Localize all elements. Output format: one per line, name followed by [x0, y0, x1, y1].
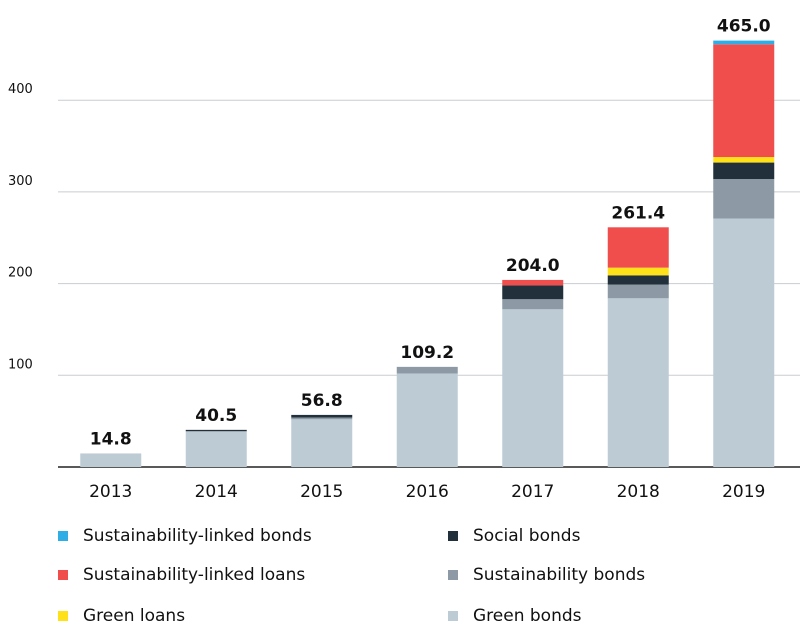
total-label: 14.8 — [90, 429, 132, 449]
x-tick-label: 2017 — [511, 482, 554, 502]
legend-swatch — [448, 570, 458, 580]
legend-item: Sustainability-linked loans — [58, 560, 305, 590]
legend-item: Green bonds — [448, 601, 582, 631]
bar-segment — [713, 179, 775, 219]
legend-label: Green loans — [83, 606, 186, 626]
total-label: 204.0 — [506, 256, 560, 276]
bar-segment — [185, 431, 247, 467]
bar-segment — [291, 417, 353, 420]
bar-segment — [713, 157, 775, 163]
y-tick-label: 400 — [8, 82, 33, 97]
total-label: 40.5 — [195, 406, 237, 426]
legend-label: Green bonds — [473, 606, 582, 626]
bar-segment — [713, 162, 775, 180]
y-tick-label: 100 — [8, 357, 33, 372]
bar-segment — [607, 267, 669, 276]
bar-segment — [396, 366, 458, 374]
legend-item: Sustainability bonds — [448, 560, 645, 590]
y-tick-label: 300 — [8, 174, 33, 189]
legend-label: Sustainability-linked bonds — [83, 526, 312, 546]
bar-segment — [607, 275, 669, 285]
x-tick-label: 2019 — [722, 482, 765, 502]
legend-item: Social bonds — [448, 521, 580, 551]
bar-segment — [607, 227, 669, 268]
total-label: 56.8 — [301, 391, 343, 411]
legend-label: Sustainability-linked loans — [83, 565, 306, 585]
legend-swatch — [58, 611, 68, 621]
total-label: 465.0 — [717, 17, 771, 37]
total-label: 109.2 — [400, 343, 454, 363]
bar-segment — [502, 285, 564, 300]
bars — [80, 40, 775, 467]
y-tick-label: 200 — [8, 266, 33, 281]
x-tick-label: 2013 — [89, 482, 132, 502]
bar-segment — [713, 40, 775, 45]
stacked-bar-chart: 100 200 300 400 14.8 2013 40.5 2014 56.8 2015 109.… — [8, 17, 800, 502]
bar-segment — [502, 279, 564, 286]
x-tick-label: 2018 — [617, 482, 660, 502]
legend-label: Sustainability bonds — [473, 565, 646, 585]
bar-segment — [502, 299, 564, 310]
legend-swatch — [448, 611, 458, 621]
bar-segment — [185, 431, 247, 432]
bar-segment — [185, 429, 247, 432]
bar-segment — [502, 309, 564, 467]
legend-swatch — [448, 531, 458, 541]
bar-segment — [713, 44, 775, 158]
x-tick-label: 2016 — [406, 482, 449, 502]
x-tick-label: 2015 — [300, 482, 343, 502]
bar-segment — [80, 453, 142, 467]
total-label: 261.4 — [611, 203, 665, 223]
legend-item: Sustainability-linked bonds — [58, 521, 312, 551]
legend-label: Social bonds — [473, 526, 581, 546]
labels: 100 200 300 400 14.8 2013 40.5 2014 56.8 2015 109.… — [8, 17, 771, 502]
bar-segment — [607, 284, 669, 299]
legend-swatch — [58, 570, 68, 580]
bar-segment — [607, 298, 669, 467]
legend: Sustainability-linked bonds Social bonds… — [58, 521, 778, 626]
bar-segment — [396, 373, 458, 467]
bar-segment — [291, 419, 353, 467]
bar-segment — [713, 218, 775, 467]
legend-swatch — [58, 531, 68, 541]
legend-item: Green loans — [58, 601, 185, 631]
bar-segment — [291, 414, 353, 418]
x-tick-label: 2014 — [195, 482, 238, 502]
